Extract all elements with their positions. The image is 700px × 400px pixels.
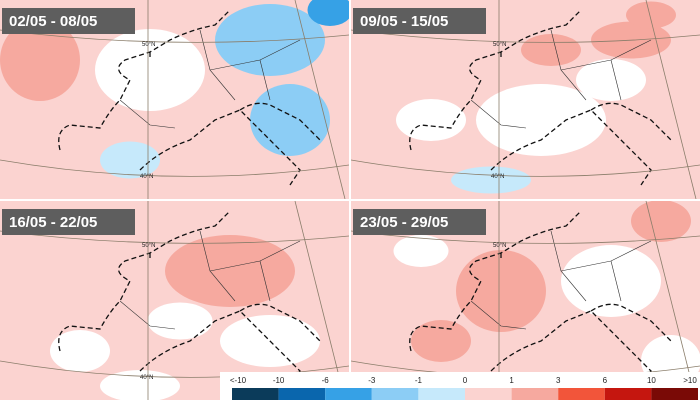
legend-swatch	[558, 388, 605, 400]
latitude-line	[0, 159, 349, 177]
meridian-line	[294, 0, 346, 199]
anomaly-area	[476, 84, 606, 156]
map-panel: 50°N40°N23/05 - 29/05	[351, 201, 700, 400]
anomaly-area	[393, 235, 449, 267]
latitude-label: 40°N	[140, 375, 153, 381]
legend-swatch	[511, 388, 559, 400]
legend-label: 1	[509, 376, 514, 385]
anomaly-area	[576, 59, 646, 101]
legend-label: 0	[463, 376, 468, 385]
latitude-label: 50°N	[142, 243, 155, 249]
anomaly-area	[631, 201, 691, 242]
anomaly-area	[561, 245, 661, 317]
legend-label: -1	[415, 376, 423, 385]
period-label: 09/05 - 15/05	[360, 13, 448, 30]
legend-swatch	[278, 388, 326, 400]
latitude-label: 50°N	[493, 243, 506, 249]
anomaly-area	[626, 1, 676, 29]
legend-swatch	[465, 388, 512, 400]
map-panel: 50°N 40°N 16/05 - 22/05	[0, 201, 349, 400]
anomaly-area	[147, 302, 213, 340]
coastline	[58, 210, 321, 387]
map-body: 50°N 40°N	[0, 0, 349, 199]
legend-label: -10	[273, 376, 285, 385]
latitude-line	[0, 230, 349, 244]
anomaly-area	[307, 0, 349, 26]
anomaly-area	[165, 235, 295, 307]
period-label-box	[2, 209, 135, 235]
latitude-label: 50°N	[142, 42, 155, 48]
latitude-line	[351, 230, 700, 244]
legend-label: >10	[683, 376, 697, 385]
borders	[470, 29, 652, 129]
map-panel: 50°N 40°N 02/05 - 08/05	[0, 0, 349, 199]
meridian-line	[294, 201, 346, 400]
latitude-line	[351, 159, 700, 177]
legend-swatch	[325, 388, 372, 400]
latitude-label: 50°N	[493, 42, 506, 48]
coastline	[58, 9, 321, 186]
period-label-box	[353, 209, 486, 235]
legend-label: <-10	[230, 376, 247, 385]
anomaly-area	[50, 330, 110, 372]
map-body: 50°N 40°N	[351, 0, 700, 199]
meridian-line	[645, 0, 697, 199]
latitude-line	[0, 29, 349, 43]
latitude-label: 40°N	[491, 174, 504, 180]
legend-swatch	[651, 388, 698, 400]
anomaly-area	[521, 34, 581, 66]
legend-swatch	[232, 388, 279, 400]
period-label-box	[2, 8, 135, 34]
coastline	[409, 210, 672, 387]
legend-swatch	[418, 388, 465, 400]
latitude-line	[351, 29, 700, 43]
period-label: 23/05 - 29/05	[360, 214, 448, 231]
anomaly-area	[215, 4, 325, 76]
anomaly-area	[250, 84, 330, 156]
period-label-box	[353, 8, 486, 34]
legend-label: -6	[322, 376, 330, 385]
legend-label: 10	[647, 376, 656, 385]
anomaly-area	[95, 29, 205, 111]
map-panel: 50°N 40°N 09/05 - 15/05	[351, 0, 700, 199]
latitude-label: 40°N	[140, 174, 153, 180]
legend-label: 6	[603, 376, 608, 385]
legend-swatch	[604, 388, 652, 400]
borders	[119, 29, 301, 129]
latitude-line	[0, 360, 349, 378]
legend-swatch	[371, 388, 419, 400]
anomaly-area	[451, 166, 531, 194]
legend-label: 3	[556, 376, 561, 385]
legend: <-10 -10 -6 -3 -1 0 1 3 6 10 >10	[220, 372, 700, 400]
borders	[470, 230, 652, 330]
coastline	[409, 9, 672, 186]
meridian-line	[645, 201, 697, 400]
period-label: 16/05 - 22/05	[9, 214, 97, 231]
anomaly-area	[411, 320, 471, 362]
anomaly-area	[456, 250, 546, 332]
borders	[119, 230, 301, 330]
legend-label: -3	[368, 376, 376, 385]
period-label: 02/05 - 08/05	[9, 13, 97, 30]
anomaly-area	[0, 19, 80, 101]
anomaly-area	[100, 141, 160, 179]
anomaly-area	[100, 370, 180, 400]
